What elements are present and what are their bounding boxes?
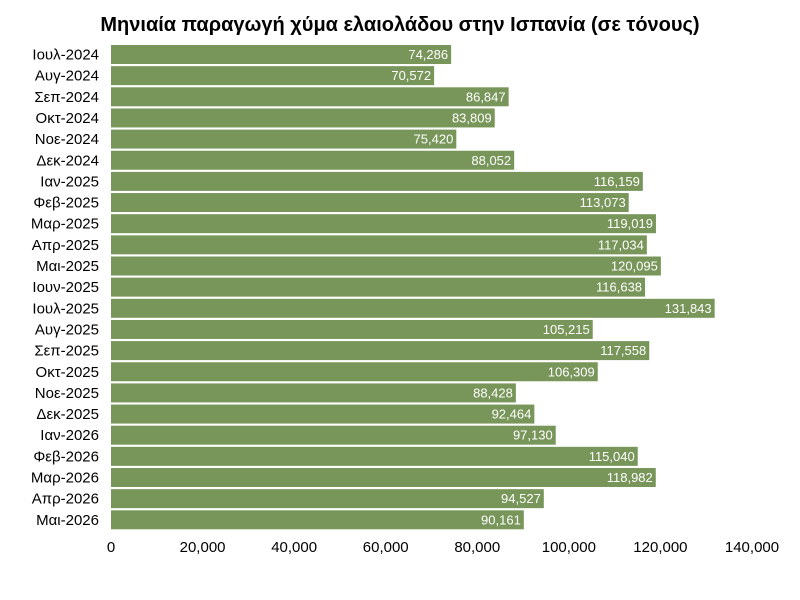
x-tick-label: 140,000: [725, 539, 779, 556]
bar: [111, 341, 650, 361]
bar-value-label: 88,428: [473, 385, 513, 400]
bar: [111, 510, 524, 530]
category-label: Οκτ-2024: [36, 110, 99, 127]
bar-value-label: 116,159: [594, 174, 640, 189]
bar-value-label: 117,558: [600, 343, 646, 358]
category-label: Ιαν-2025: [40, 173, 99, 190]
x-tick-label: 20,000: [180, 539, 226, 556]
category-label: Ιουλ-2024: [32, 47, 99, 64]
category-label: Αυγ-2025: [35, 321, 99, 338]
category-label: Ιαν-2026: [40, 427, 99, 444]
bar: [111, 425, 556, 445]
bar: [111, 277, 646, 297]
category-label: Οκτ-2025: [36, 364, 99, 381]
x-axis-ticks: 0 20,000 40,000 60,000 80,000 100,000 120,000 1…: [107, 539, 779, 556]
bar-value-label: 106,309: [548, 364, 595, 379]
category-label: Μαρ-2026: [31, 470, 99, 487]
bar-value-label: 90,161: [481, 512, 521, 527]
bar: [111, 193, 629, 213]
bar: [111, 489, 544, 509]
bar-value-label: 119,019: [607, 216, 653, 231]
bar: [111, 150, 515, 170]
category-label: Αυγ-2024: [35, 68, 99, 85]
bar-value-label: 120,095: [611, 259, 658, 274]
x-tick-label: 80,000: [454, 539, 500, 556]
category-label: Δεκ-2025: [36, 406, 99, 423]
bar-value-label: 115,040: [589, 449, 635, 464]
category-label: Απρ-2025: [32, 237, 99, 254]
x-tick-label: 100,000: [542, 539, 596, 556]
category-label: Νοε-2024: [35, 131, 99, 148]
bar-value-label: 74,286: [408, 47, 448, 62]
bar-value-label: 118,982: [607, 470, 653, 485]
category-label: Δεκ-2024: [36, 152, 99, 169]
bar-value-label: 83,809: [452, 110, 492, 125]
bar-value-label: 70,572: [391, 68, 431, 83]
category-label: Μαι-2026: [36, 512, 99, 529]
bar: [111, 362, 598, 382]
bar-value-label: 113,073: [580, 195, 626, 210]
bar: [111, 108, 495, 128]
bar-value-label: 97,130: [513, 428, 553, 443]
x-tick-label: 40,000: [271, 539, 317, 556]
x-tick-label: 60,000: [363, 539, 409, 556]
bar: [111, 446, 638, 466]
bar: [111, 404, 535, 424]
bar-value-label: 94,527: [501, 491, 541, 506]
bar: [111, 468, 656, 487]
x-tick-label: 120,000: [633, 539, 687, 556]
bar: [111, 235, 647, 255]
category-label: Απρ-2026: [32, 491, 99, 508]
category-label: Σεπ-2024: [34, 89, 99, 106]
category-label: Νοε-2025: [35, 385, 99, 402]
bar: [111, 319, 593, 339]
chart-title: Μηνιαία παραγωγή χύμα ελαιολάδου στην Ισ…: [100, 14, 699, 36]
bar-value-label: 131,843: [665, 301, 712, 316]
bar: [111, 256, 661, 276]
bar-value-label: 105,215: [543, 322, 590, 337]
bar-value-label: 92,464: [492, 407, 532, 422]
bar-value-label: 88,052: [471, 153, 511, 168]
bar-value-label: 86,847: [466, 89, 506, 104]
category-label: Σεπ-2025: [34, 343, 99, 360]
bar: [111, 45, 452, 64]
category-label: Φεβ-2026: [33, 448, 99, 465]
category-label: Φεβ-2025: [33, 195, 99, 212]
bar: [111, 129, 457, 149]
x-tick-label: 0: [107, 539, 115, 556]
bar-value-label: 116,638: [596, 280, 642, 295]
bar: [111, 298, 715, 318]
bar: [111, 87, 509, 107]
bar: [111, 383, 516, 403]
bar: [111, 66, 435, 86]
bar: [111, 214, 656, 234]
category-label: Ιουλ-2025: [32, 300, 99, 317]
category-label: Μαρ-2025: [31, 216, 99, 233]
category-label: Μαι-2025: [36, 258, 99, 275]
bar: [111, 171, 643, 191]
category-labels: Ιουλ-2024 Αυγ-2024 Σεπ-2024 Οκτ-2024 Νοε-202…: [31, 47, 99, 529]
bar-value-label: 117,034: [598, 237, 644, 252]
bar-value-label: 75,420: [414, 132, 454, 147]
bars-group: 74,286 70,572 86,847 83,809 75,420 88,052 116,…: [111, 45, 715, 530]
category-label: Ιουν-2025: [32, 279, 99, 296]
